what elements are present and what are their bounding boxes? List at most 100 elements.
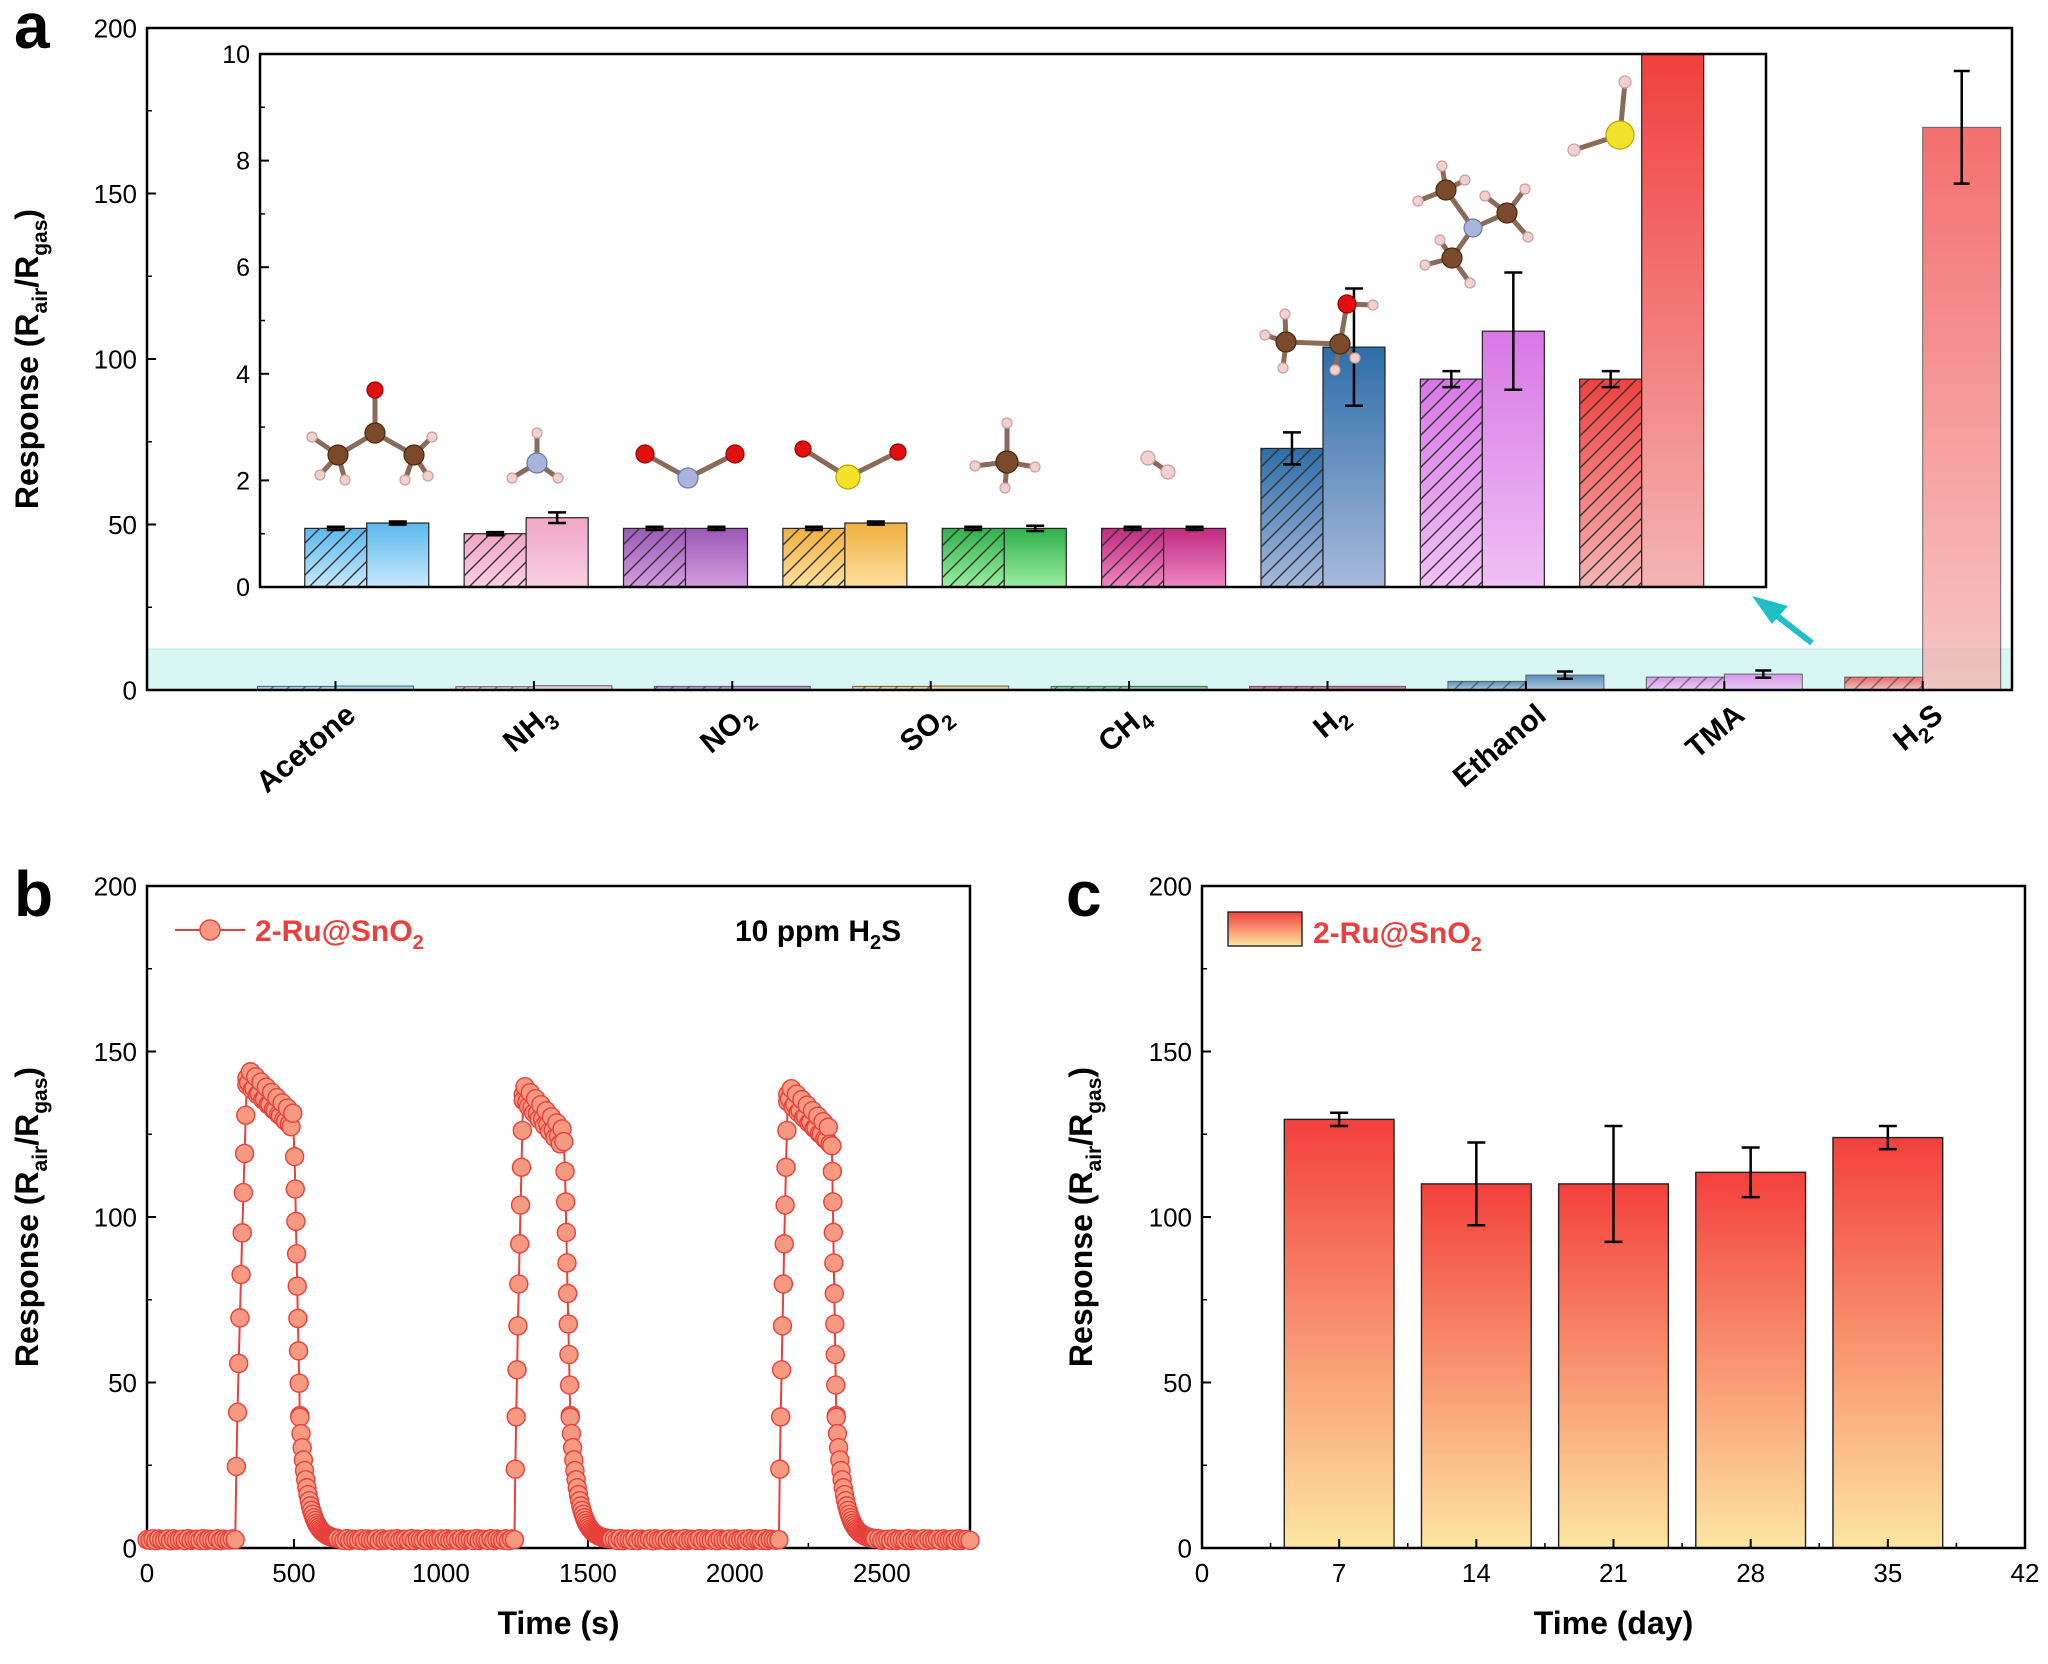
- molecule-atom: [1160, 464, 1176, 480]
- molecule-atom: [1349, 352, 1361, 364]
- category-label-1: NH3: [497, 698, 564, 763]
- molecule-atom: [1463, 218, 1483, 238]
- trimethylamine-molecule-icon: [1412, 160, 1534, 289]
- molecule-atom: [339, 474, 351, 486]
- panel-c-stability-bars: 0 50 100 150 200 0 7 14 21 28 35 42 Time (day) Respon…: [1063, 858, 2039, 1641]
- data-point: [504, 1530, 525, 1550]
- molecule-atom: [531, 427, 543, 439]
- inset-bar-1-1: [525, 517, 589, 588]
- panel-label-a: a: [14, 0, 50, 62]
- data-point: [776, 1157, 796, 1178]
- molecule-atom: [426, 431, 438, 443]
- panel-a-ytick-label: 100: [94, 344, 137, 374]
- bar-8-1: [1922, 126, 2002, 691]
- data-point: [225, 1530, 245, 1550]
- data-point: [288, 1341, 309, 1361]
- molecule-atom: [1329, 364, 1341, 376]
- inset-bar-hatch-8: [1579, 379, 1642, 587]
- panel-a-bar-chart: Acetone NH3 NO2 SO2 CH4 H2 Ethanol TMA H2S050100…: [9, 0, 2014, 799]
- data-point: [233, 1182, 254, 1203]
- data-point: [822, 1136, 842, 1156]
- inset-bar-3-1: [844, 522, 908, 588]
- data-point: [505, 1459, 525, 1479]
- inset-bar-hatch-2: [623, 528, 686, 587]
- panel-a-ylabel: Response (Rair/Rgas): [9, 209, 52, 509]
- data-point: [560, 1407, 580, 1427]
- panel-c-xtick-label: 14: [1462, 1558, 1491, 1588]
- panel-a-ytick-label: 150: [94, 179, 137, 209]
- panel-c-xtick-label: 7: [1332, 1558, 1346, 1588]
- data-point: [826, 1407, 846, 1427]
- data-point: [290, 1407, 310, 1427]
- molecule-atom: [1412, 195, 1424, 207]
- inset-ytick-label: 4: [236, 361, 250, 389]
- panel-a-ytick-label: 200: [94, 13, 137, 43]
- data-point: [824, 1283, 845, 1304]
- molecule-atom: [1367, 299, 1379, 311]
- category-label-5: H2: [1307, 698, 1358, 749]
- data-point: [287, 1276, 307, 1296]
- hydrogen-molecule-icon: [1140, 450, 1176, 480]
- data-point: [511, 1157, 532, 1178]
- data-point: [823, 1192, 843, 1212]
- inset-bar-hatch-5: [1101, 528, 1164, 587]
- bar-hatch-5: [1249, 686, 1328, 690]
- data-point: [771, 1360, 792, 1380]
- category-label-7: TMA: [1680, 698, 1751, 765]
- legend-label: 2-Ru@SnO2: [255, 915, 424, 954]
- data-point: [229, 1353, 249, 1374]
- data-point: [554, 1131, 574, 1152]
- molecule-atom: [1479, 190, 1491, 202]
- inset-bar-hatch-7: [1420, 379, 1483, 587]
- data-point: [557, 1283, 578, 1304]
- legend-marker-icon: [199, 919, 221, 941]
- molecule-atom: [1618, 75, 1632, 89]
- data-point: [822, 1161, 843, 1182]
- panel-b-ylabel: Response (Rair/Rgas): [9, 1067, 52, 1367]
- panel-b-xtick-label: 2000: [706, 1558, 764, 1588]
- data-point: [232, 1223, 252, 1243]
- panel-b-xtick-label: 0: [140, 1558, 154, 1588]
- methane-molecule-icon: [969, 417, 1041, 494]
- data-point: [231, 1264, 251, 1285]
- molecule-atom: [1001, 417, 1013, 429]
- inset-bar-hatch-0: [304, 528, 367, 587]
- zoom-arrow-shaft: [1770, 609, 1814, 646]
- bar-hatch-1: [455, 686, 534, 690]
- data-point: [286, 1211, 306, 1232]
- data-point: [818, 1117, 839, 1137]
- molecule-atom: [1279, 308, 1291, 320]
- inset-bar-hatch-1: [464, 533, 527, 587]
- molecule-atom: [835, 464, 861, 490]
- molecule-atom: [1419, 259, 1431, 271]
- inset-bar-0-1: [366, 522, 430, 588]
- category-label-0: Acetone: [250, 698, 362, 799]
- molecule-atom: [1029, 461, 1041, 473]
- inset-bar-8-1: [1641, 53, 1705, 588]
- molecule-atom: [1464, 277, 1476, 289]
- panel-b-xlabel: Time (s): [497, 1605, 619, 1641]
- molecule-atom: [995, 450, 1019, 474]
- panel-b-xtick-label: 500: [272, 1558, 315, 1588]
- data-point: [824, 1253, 844, 1273]
- panel-b-xtick-label: 1500: [559, 1558, 617, 1588]
- molecule-atom: [889, 443, 907, 461]
- data-point: [285, 1179, 305, 1199]
- molecule-atom: [526, 452, 548, 474]
- data-point: [823, 1222, 844, 1243]
- data-point: [825, 1344, 845, 1365]
- panel-a-ytick-label: 50: [108, 510, 137, 540]
- inset-ytick-label: 2: [236, 467, 250, 495]
- data-point: [774, 1234, 794, 1254]
- category-label-4: CH4: [1092, 698, 1159, 763]
- molecule-atom: [327, 444, 349, 466]
- acetone-molecule-icon: [306, 381, 438, 486]
- category-label-8: H2S: [1887, 698, 1953, 762]
- data-point: [227, 1402, 248, 1423]
- ethanol-molecule-icon: [1259, 294, 1379, 376]
- data-point: [771, 1407, 791, 1427]
- inset-ytick-label: 0: [236, 574, 250, 602]
- molecule-atom: [403, 444, 425, 466]
- panel-b-xtick-label: 1000: [412, 1558, 470, 1588]
- molecule-atom: [1522, 231, 1534, 243]
